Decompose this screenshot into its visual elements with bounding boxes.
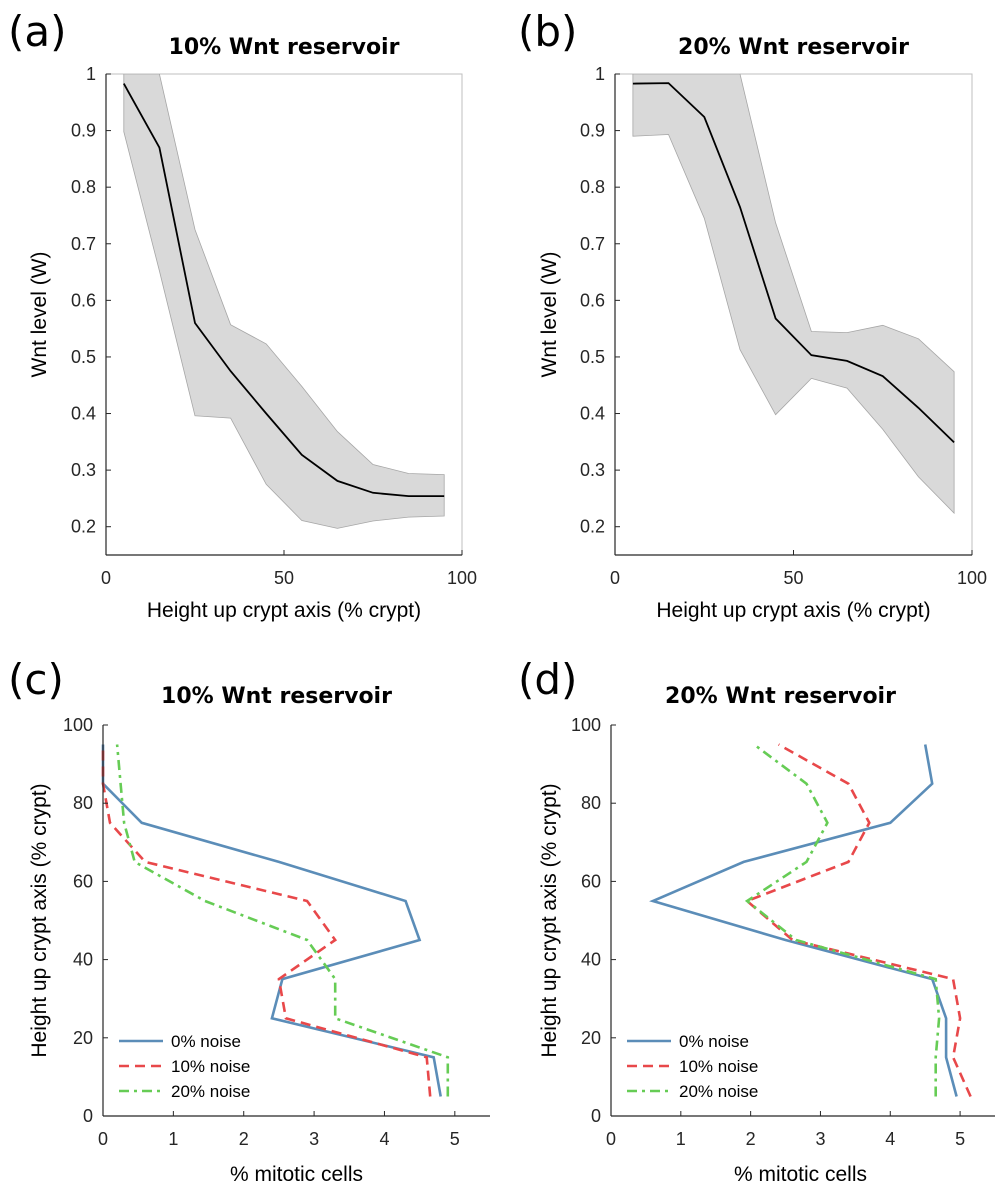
legend-label: 0% noise <box>171 1032 241 1051</box>
y-tick-label: 1 <box>595 64 605 84</box>
x-tick-label: 2 <box>239 1129 249 1149</box>
y-tick-label: 40 <box>581 950 601 970</box>
panel-label: (c) <box>8 655 64 704</box>
y-tick-label: 0.5 <box>71 347 96 367</box>
y-tick-label: 80 <box>73 793 93 813</box>
y-tick-label: 0.5 <box>580 347 605 367</box>
x-tick-label: 1 <box>168 1129 178 1149</box>
series-line-1 <box>101 744 442 1097</box>
x-tick-label: 0 <box>610 568 620 588</box>
mean-line <box>123 83 445 498</box>
y-tick-label: 20 <box>73 1028 93 1048</box>
x-tick-label: 5 <box>450 1129 460 1149</box>
legend-label: 10% noise <box>679 1057 758 1076</box>
x-tick-label: 0 <box>606 1129 616 1149</box>
confidence-band <box>123 74 445 529</box>
y-tick-label: 80 <box>581 793 601 813</box>
x-axis-label: Height up crypt axis (% crypt) <box>147 599 421 622</box>
legend-label: 20% noise <box>171 1082 250 1101</box>
chart-title: 20% Wnt reservoir <box>678 35 909 60</box>
y-tick-label: 0.9 <box>580 121 605 141</box>
x-tick-label: 3 <box>815 1129 825 1149</box>
x-tick-label: 4 <box>885 1129 895 1149</box>
y-tick-label: 0 <box>83 1106 93 1126</box>
series-line-3 <box>744 743 941 1097</box>
x-tick-label: 3 <box>309 1129 319 1149</box>
y-tick-label: 0.7 <box>71 234 96 254</box>
y-axis-label: Wnt level (W) <box>538 252 561 378</box>
series-line-3 <box>115 744 450 1097</box>
x-tick-label: 50 <box>783 568 803 588</box>
y-axis-label: Height up crypt axis (% crypt) <box>28 783 51 1057</box>
panel-label: (a) <box>8 7 67 56</box>
legend-label: 10% noise <box>171 1057 250 1076</box>
x-tick-label: 4 <box>379 1129 389 1149</box>
chart-title: 20% Wnt reservoir <box>665 684 896 709</box>
y-tick-label: 40 <box>73 950 93 970</box>
chart-title: 10% Wnt reservoir <box>169 35 400 60</box>
y-tick-label: 0.4 <box>580 404 605 424</box>
x-axis-label: Height up crypt axis (% crypt) <box>656 599 930 622</box>
y-tick-label: 0.2 <box>580 517 605 537</box>
series-line-1 <box>649 744 958 1097</box>
y-axis-label: Height up crypt axis (% crypt) <box>538 783 561 1057</box>
panel-label: (b) <box>518 7 577 56</box>
y-tick-label: 0.2 <box>71 517 96 537</box>
y-tick-label: 0.9 <box>71 121 96 141</box>
y-tick-label: 100 <box>571 715 601 735</box>
y-tick-label: 0.3 <box>71 460 96 480</box>
y-axis-label: Wnt level (W) <box>28 252 51 378</box>
x-tick-label: 0 <box>101 568 111 588</box>
panel-label: (d) <box>518 655 577 704</box>
chart-panel-2: (b) 20% Wnt reservoir 0 50 100 0.2 0.3 0.4 0.5 0.… <box>518 7 987 622</box>
y-tick-label: 1 <box>86 64 96 84</box>
y-tick-label: 60 <box>581 871 601 891</box>
x-tick-label: 100 <box>447 568 477 588</box>
y-tick-label: 0 <box>591 1106 601 1126</box>
y-tick-label: 60 <box>73 871 93 891</box>
confidence-band <box>632 74 955 515</box>
x-tick-label: 5 <box>955 1129 965 1149</box>
x-axis-label: % mitotic cells <box>230 1163 363 1186</box>
chart-title: 10% Wnt reservoir <box>161 684 392 709</box>
y-tick-label: 0.7 <box>580 234 605 254</box>
chart-panel-1: (a) 10% Wnt reservoir 0 50 100 0.2 0.3 0.4 0.5 0.… <box>8 7 477 622</box>
y-tick-label: 0.3 <box>580 460 605 480</box>
y-tick-label: 0.8 <box>580 177 605 197</box>
legend-label: 0% noise <box>679 1032 749 1051</box>
y-tick-label: 0.6 <box>580 290 605 310</box>
x-tick-label: 50 <box>274 568 294 588</box>
x-tick-label: 0 <box>98 1129 108 1149</box>
x-tick-label: 100 <box>957 568 987 588</box>
y-tick-label: 0.4 <box>71 404 96 424</box>
y-tick-label: 100 <box>63 715 93 735</box>
x-axis-label: % mitotic cells <box>734 1163 867 1186</box>
y-tick-label: 0.8 <box>71 177 96 197</box>
legend-label: 20% noise <box>679 1082 758 1101</box>
x-tick-label: 1 <box>676 1129 686 1149</box>
mean-line <box>632 82 955 444</box>
y-tick-label: 20 <box>581 1028 601 1048</box>
y-tick-label: 0.6 <box>71 290 96 310</box>
x-tick-label: 2 <box>746 1129 756 1149</box>
series-line-2 <box>101 744 432 1097</box>
